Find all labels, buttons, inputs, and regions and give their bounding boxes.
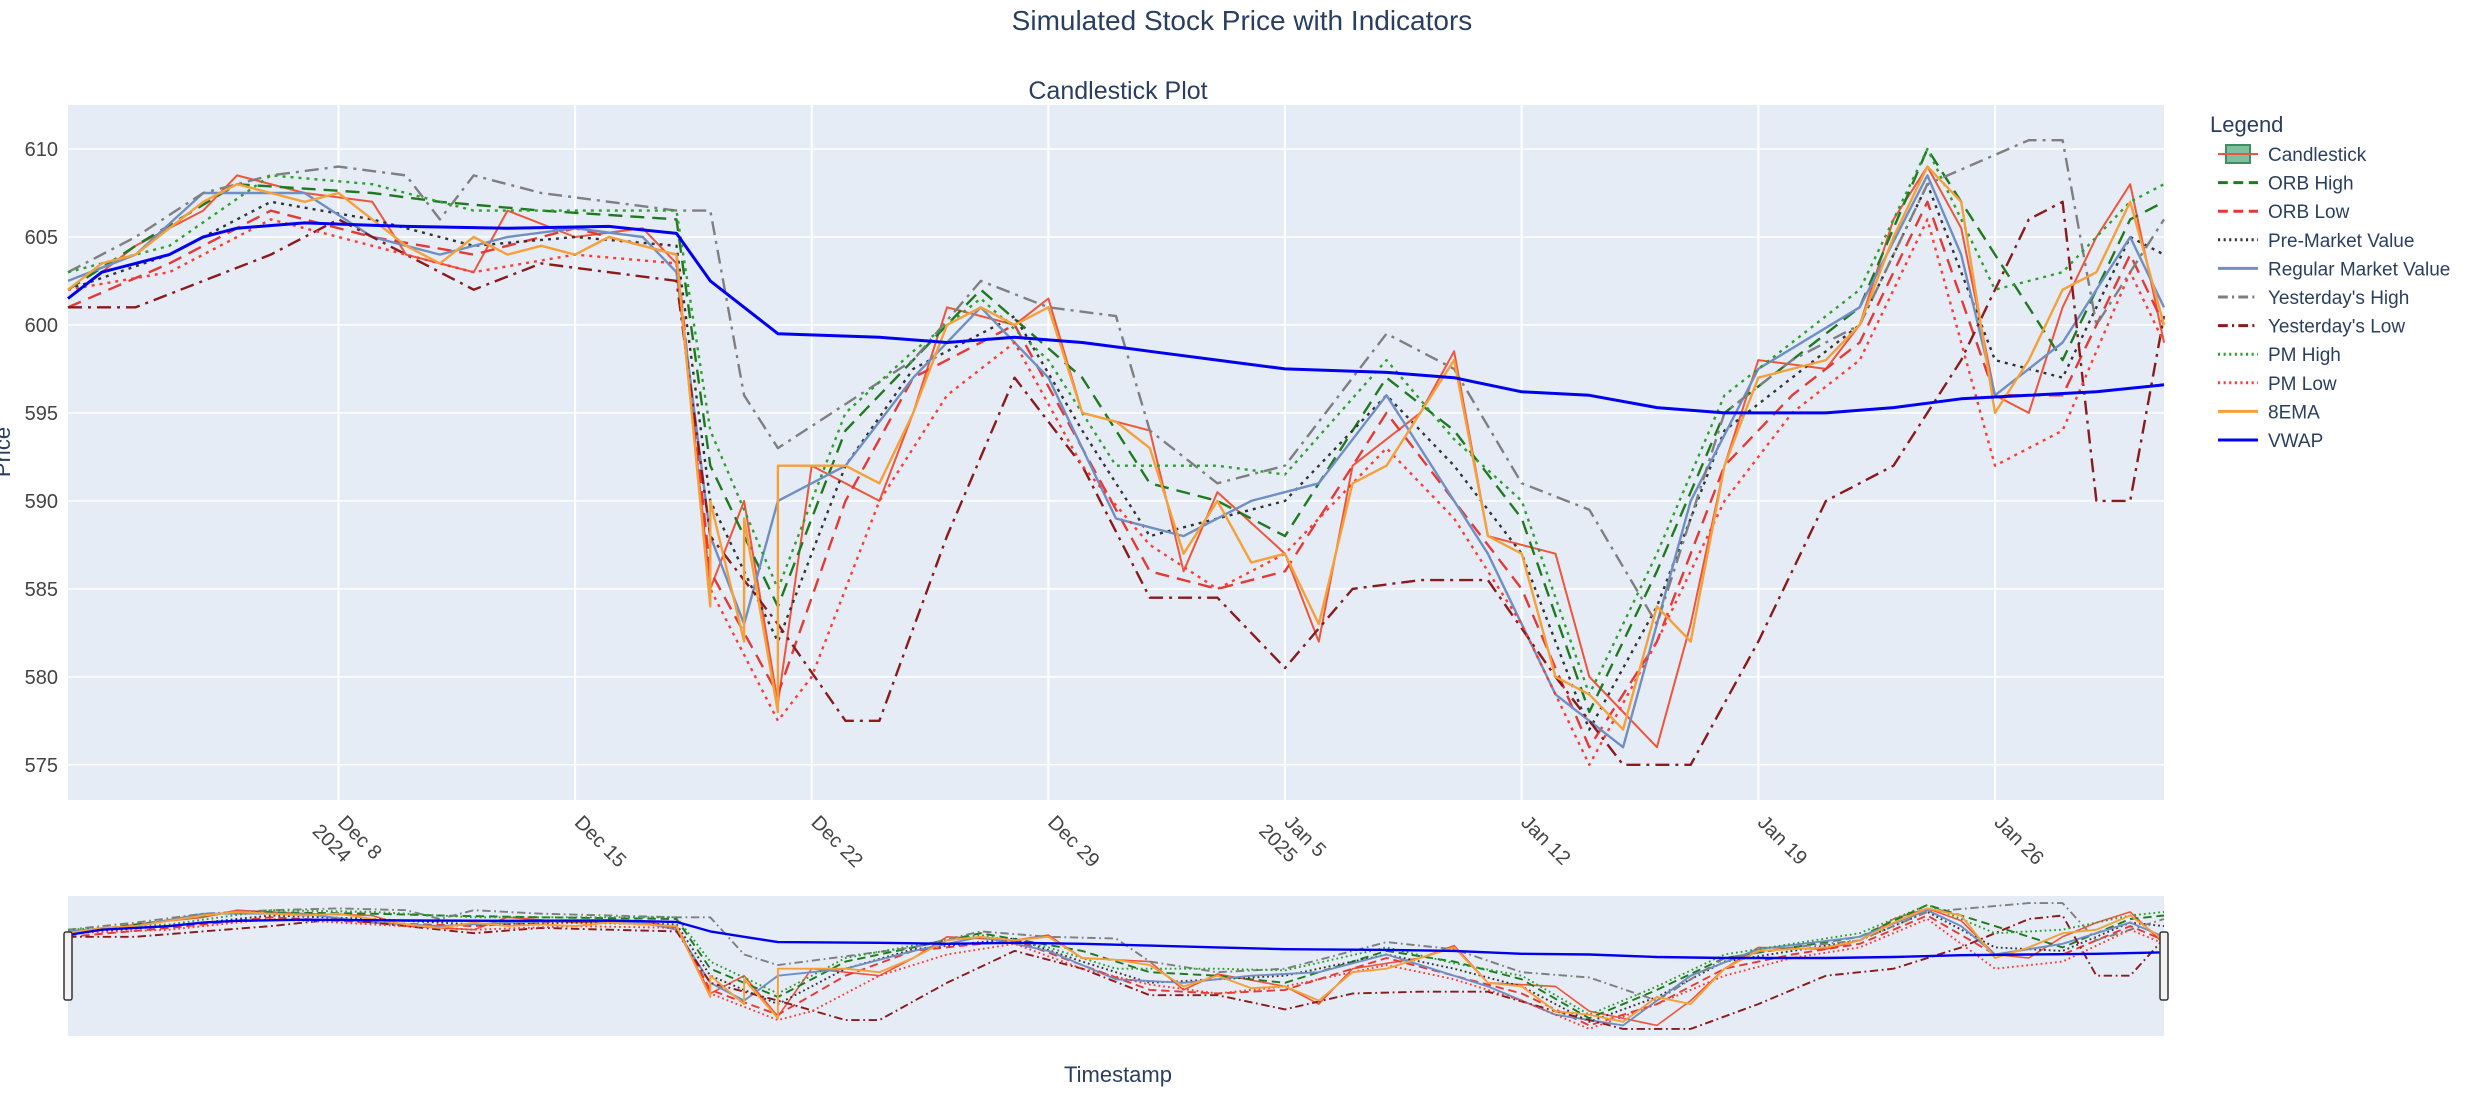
series-line-orb-low (67, 200, 2166, 749)
y-tick-label: 575 (25, 755, 58, 777)
legend-label: Pre-Market Value (2268, 231, 2414, 252)
legend-item-pm-low[interactable]: PM Low (2218, 374, 2337, 395)
x-axis-label: Timestamp (1064, 1062, 1172, 1087)
legend-label: Candlestick (2268, 145, 2367, 166)
range-slider-right-handle[interactable] (2159, 931, 2169, 1001)
main-plot-area[interactable] (68, 105, 2164, 800)
legend-label: Regular Market Value (2268, 259, 2450, 280)
legend-item-orb-high[interactable]: ORB High (2218, 174, 2354, 195)
range-slider-area[interactable] (68, 896, 2164, 1036)
legend-label: PM High (2268, 345, 2341, 366)
y-tick-label: 590 (25, 491, 58, 513)
series-line-8ema (67, 165, 2166, 731)
y-axis-label: Price (0, 427, 15, 477)
series-line-pm-low (67, 218, 2166, 766)
legend-item-candlestick[interactable]: Candlestick (2218, 144, 2367, 166)
series-line-vwap-slider (67, 918, 2165, 960)
legend-item-pre-market-value[interactable]: Pre-Market Value (2218, 231, 2414, 252)
series-line-yesterday-s-high (67, 139, 2166, 626)
series-line-vwap (67, 221, 2165, 415)
x-tick: Jan 19 (1753, 812, 1811, 870)
y-tick-label: 585 (25, 579, 58, 601)
legend-item-pm-high[interactable]: PM High (2218, 345, 2341, 366)
legend-label: 8EMA (2268, 402, 2320, 423)
x-tick: Dec 22 (807, 812, 867, 872)
series-line-yesterday-s-low-slider (68, 914, 2165, 1030)
y-tick-label: 595 (25, 403, 58, 425)
legend-item-yesterday-s-high[interactable]: Yesterday's High (2218, 288, 2409, 309)
legend-label: PM Low (2268, 374, 2337, 395)
main-series (67, 139, 2166, 766)
x-tick-label: Dec 22 (807, 812, 867, 872)
x-tick-label: Dec 15 (570, 812, 630, 872)
series-line-pm-high-slider (67, 903, 2165, 1016)
x-tick: Dec 29 (1043, 812, 1103, 872)
y-axis-ticks: 575 580 585 590 595 600 605 610 (25, 139, 58, 777)
series-line-yesterday-s-low (68, 200, 2166, 766)
series-line-pre-market-value (67, 183, 2165, 731)
legend-item-8ema[interactable]: 8EMA (2218, 402, 2320, 423)
legend-item-vwap[interactable]: VWAP (2218, 431, 2323, 452)
y-tick-label: 610 (25, 139, 58, 161)
legend-label: Yesterday's High (2268, 288, 2409, 309)
legend-label: ORB High (2268, 174, 2354, 195)
y-tick-label: 600 (25, 315, 58, 337)
legend-title: Legend (2210, 112, 2283, 137)
series-line-pm-low-slider (67, 918, 2165, 1030)
subplot-title: Candlestick Plot (1028, 77, 1207, 105)
series-line-candlestick (67, 165, 2165, 749)
y-tick-label: 605 (25, 227, 58, 249)
legend: Candlestick ORB High ORB Low Pre-Market Val… (2218, 144, 2450, 452)
x-tick-label: Jan 19 (1753, 812, 1811, 870)
range-slider-left-handle[interactable] (63, 931, 73, 1001)
x-tick-label: Jan 26 (1990, 812, 2048, 870)
x-tick: Jan 12 (1516, 812, 1574, 870)
main-grid (68, 105, 2164, 800)
x-tick-label: Dec 29 (1043, 812, 1103, 872)
legend-label: ORB Low (2268, 202, 2350, 223)
series-line-8ema-slider (67, 907, 2165, 1023)
series-line-orb-high (67, 147, 2165, 714)
legend-label: VWAP (2268, 431, 2323, 452)
legend-label: Yesterday's Low (2268, 317, 2405, 338)
figure-title: Simulated Stock Price with Indicators (1012, 5, 1473, 36)
series-line-orb-low-slider (67, 914, 2165, 1027)
x-tick: Jan 26 (1990, 812, 2048, 870)
legend-item-yesterday-s-low[interactable]: Yesterday's Low (2218, 317, 2405, 338)
series-line-orb-high-slider (67, 903, 2165, 1020)
legend-item-regular-market-value[interactable]: Regular Market Value (2218, 259, 2450, 280)
x-tick: Dec 15 (570, 812, 630, 872)
range-slider-series (67, 902, 2165, 1030)
legend-item-orb-low[interactable]: ORB Low (2218, 202, 2350, 223)
y-tick-label: 580 (25, 667, 58, 689)
x-tick-label: Jan 12 (1516, 812, 1574, 870)
series-line-pm-high (67, 147, 2165, 696)
